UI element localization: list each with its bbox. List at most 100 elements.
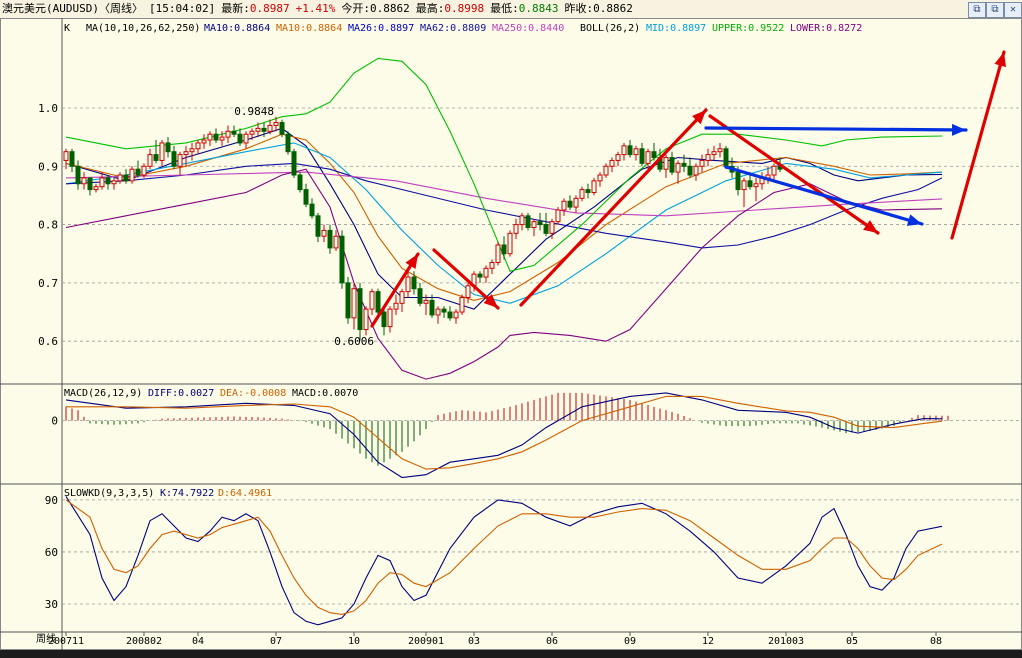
x-tick-label: 200711 xyxy=(48,636,84,647)
prev-close-label: 昨收: xyxy=(564,2,594,15)
title-bar: 澳元美元(AUDUSD)〈周线〉 [15:04:02] 最新:0.8987 +1.41… xyxy=(0,0,1022,19)
candle-up xyxy=(273,122,279,126)
kd-y-tick-label: 30 xyxy=(45,598,58,611)
x-tick-label: 12 xyxy=(702,636,714,647)
low-label: 最低: xyxy=(490,2,519,15)
macd-diff-line xyxy=(65,392,943,479)
candle-down xyxy=(123,174,129,182)
candle-up xyxy=(519,215,525,226)
trend-arrow-head xyxy=(906,214,922,226)
kd-d-value: D:64.4961 xyxy=(218,488,272,499)
ma250-value: MA250:0.8440 xyxy=(492,23,564,34)
chart-frame xyxy=(0,18,1022,650)
candle-down xyxy=(153,154,159,161)
candle-up xyxy=(147,154,153,167)
candle-up xyxy=(459,296,465,313)
candle-down xyxy=(447,311,453,319)
candle-up xyxy=(225,130,231,138)
line-boll_lower xyxy=(65,168,943,380)
kd-k-value: K:74.7922 xyxy=(160,488,214,499)
candle-down xyxy=(75,165,81,185)
change-percent: +1.41% xyxy=(295,2,336,15)
kd-params: SLOWKD(9,3,3,5) xyxy=(64,488,154,499)
candle-up xyxy=(369,291,375,310)
candle-up xyxy=(555,209,561,223)
instrument-name: 澳元美元(AUDUSD)〈周线〉 xyxy=(2,2,143,15)
ma26-value: MA26:0.8897 xyxy=(348,23,414,34)
x-axis-label: 周线 xyxy=(36,632,56,645)
ma62-value: MA62:0.8809 xyxy=(420,23,486,34)
candle-up xyxy=(195,142,201,150)
open-label: 今开: xyxy=(341,2,370,15)
candle-down xyxy=(345,282,351,319)
candle-down xyxy=(543,224,549,234)
candle-up xyxy=(549,221,555,234)
trend-arrow xyxy=(704,126,968,132)
candle-up xyxy=(255,127,261,132)
candle-up xyxy=(243,133,249,144)
price-annotation: 0.6006 xyxy=(334,335,374,348)
candle-up xyxy=(201,139,207,144)
candle-up xyxy=(177,154,183,167)
candle-up xyxy=(705,154,711,161)
candle-down xyxy=(375,291,381,313)
candle-up xyxy=(117,174,123,182)
candle-down xyxy=(723,148,729,167)
candle-down xyxy=(357,288,363,331)
candle-down xyxy=(567,200,573,208)
candle-down xyxy=(261,127,267,132)
x-tick-label: 10 xyxy=(348,636,360,647)
boll-lower-value: LOWER:0.8272 xyxy=(790,23,862,34)
candle-up xyxy=(561,200,567,211)
candle-up xyxy=(453,311,459,319)
boll-params: BOLL(26,2) xyxy=(580,23,640,34)
candle-down xyxy=(525,215,531,228)
trend-arrow xyxy=(950,50,1006,240)
candle-up xyxy=(423,299,429,304)
latest-label: 最新: xyxy=(221,2,250,15)
ma10-a-value: MA10:0.8864 xyxy=(204,23,270,34)
candle-down xyxy=(381,311,387,328)
candle-up xyxy=(363,308,369,331)
candle-up xyxy=(321,229,327,237)
quote-time: [15:04:02] xyxy=(148,2,216,15)
candle-up xyxy=(573,197,579,208)
candle-down xyxy=(735,171,741,191)
candle-up xyxy=(393,302,399,310)
candle-down xyxy=(411,276,417,290)
candle-up xyxy=(129,168,135,182)
candle-up xyxy=(141,165,147,176)
y-tick-label: 0.8 xyxy=(38,219,58,232)
candle-down xyxy=(651,151,657,159)
candle-down xyxy=(291,151,297,176)
restore-icon[interactable]: ⧉ xyxy=(968,2,986,18)
trend-arrow-head xyxy=(994,52,1007,68)
candle-up xyxy=(717,148,723,153)
candle-down xyxy=(135,168,141,176)
close-icon[interactable]: ✕ xyxy=(1004,2,1022,18)
candle-down xyxy=(669,157,675,173)
candle-up xyxy=(399,291,405,304)
candle-down xyxy=(87,177,93,191)
x-tick-label: 07 xyxy=(270,636,282,647)
candle-up xyxy=(63,151,69,161)
candle-down xyxy=(165,142,171,153)
candle-up xyxy=(93,186,99,191)
trend-arrow-head xyxy=(483,294,498,308)
kd-y-tick-label: 90 xyxy=(45,494,58,507)
candle-down xyxy=(339,235,345,284)
open-price: 0.8862 xyxy=(369,2,410,15)
restore-icon[interactable]: ⧉ xyxy=(986,2,1004,18)
line-boll_upper xyxy=(65,57,943,272)
high-price: 0.8998 xyxy=(444,2,485,15)
candle-up xyxy=(387,308,393,328)
candle-down xyxy=(303,189,309,205)
macd-params: MACD(26,12,9) xyxy=(64,388,142,399)
candle-up xyxy=(513,224,519,234)
candle-up xyxy=(267,124,273,132)
macd-dea-value: DEA:-0.0008 xyxy=(220,388,286,399)
candle-up xyxy=(615,154,621,161)
x-tick-label: 201003 xyxy=(768,636,804,647)
macd-diff-value: DIFF:0.0027 xyxy=(148,388,214,399)
candle-down xyxy=(681,162,687,167)
